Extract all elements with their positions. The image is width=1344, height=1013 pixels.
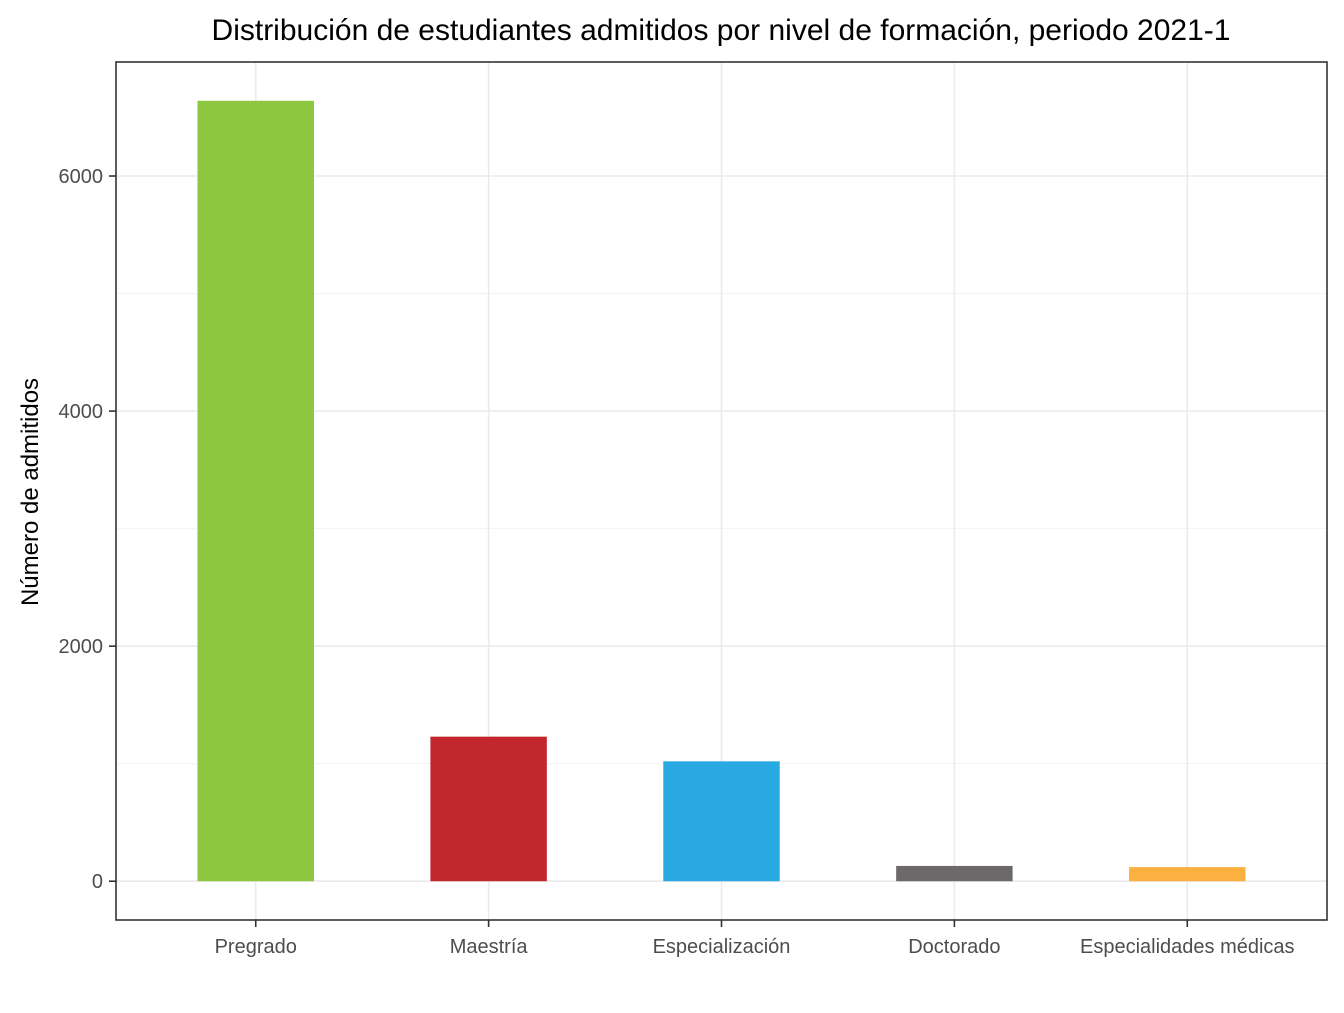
bar-especialidades-médicas [1129,867,1246,882]
y-tick-label: 0 [92,871,103,893]
y-tick-label: 2000 [59,636,104,658]
x-axis: Pregrado Maestría Especialización Doctorado… [215,920,1295,958]
x-tick-label: Pregrado [215,936,297,958]
chart-title: Distribución de estudiantes admitidos po… [212,14,1231,47]
x-tick-label: Doctorado [908,936,1000,958]
y-axis: 0 2000 4000 6000 [59,166,116,893]
bar-especialización [663,761,780,882]
x-tick-label: Especialización [653,936,791,958]
y-axis-title: Número de admitidos [17,378,44,606]
bar-doctorado [896,865,1013,882]
y-tick-label: 6000 [59,166,104,188]
bar-pregrado [197,100,314,882]
bar-maestría [430,736,547,882]
x-tick-label: Especialidades médicas [1080,936,1295,958]
x-tick-label: Maestría [450,936,529,958]
y-tick-label: 4000 [59,401,104,423]
bars [197,100,1246,882]
